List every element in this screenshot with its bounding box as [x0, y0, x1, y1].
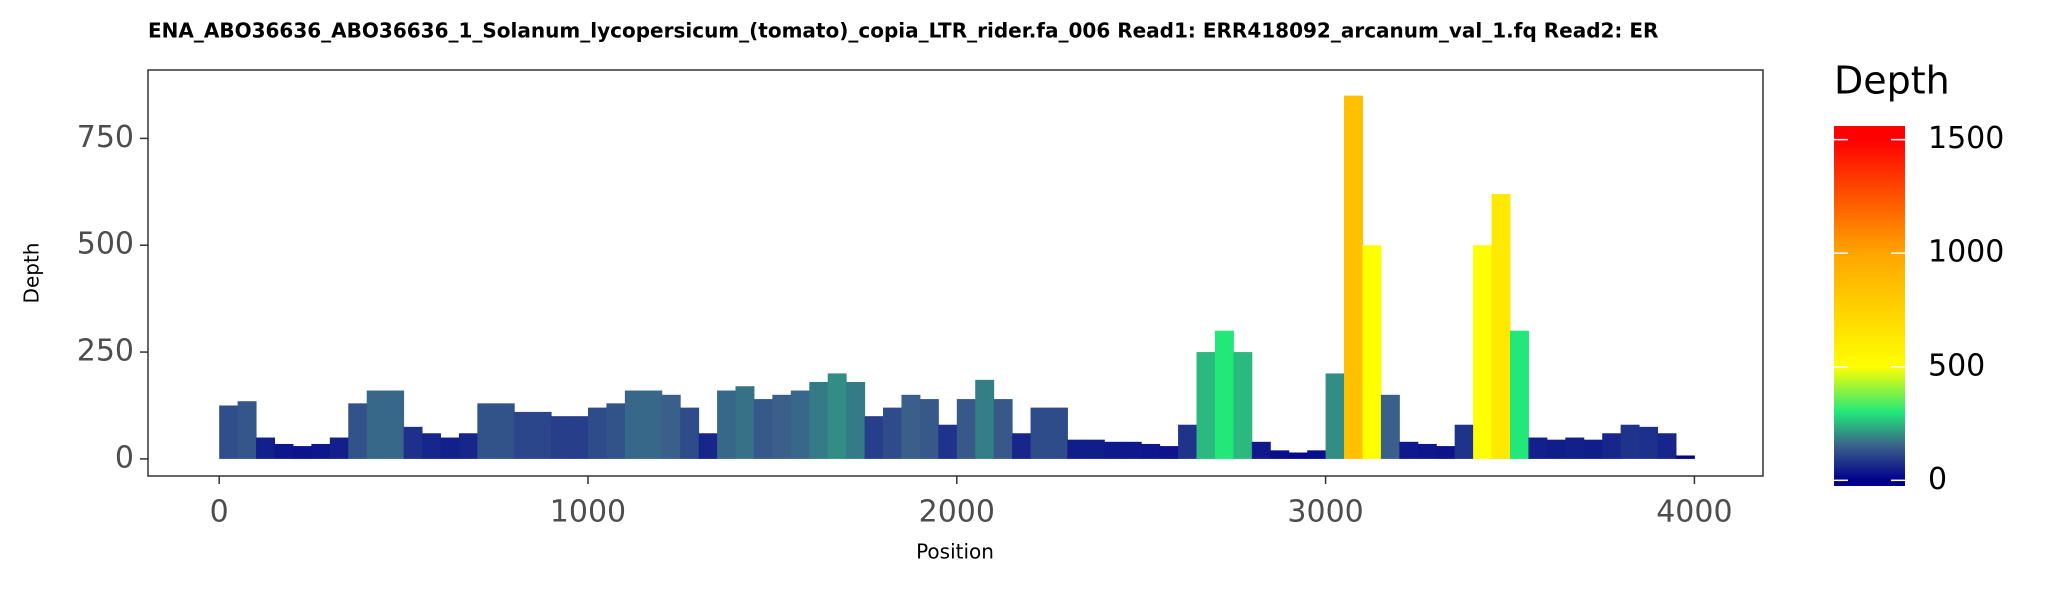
depth-bar — [1141, 443, 1161, 459]
depth-bar — [1233, 352, 1253, 459]
depth-bar — [1362, 245, 1382, 459]
depth-bar — [1012, 433, 1032, 459]
depth-bar — [587, 407, 607, 459]
depth-bar — [1546, 439, 1566, 459]
depth-bar — [1104, 441, 1124, 459]
depth-bar — [809, 381, 829, 459]
depth-bar — [993, 399, 1013, 459]
depth-bar — [956, 399, 976, 459]
depth-bar — [753, 399, 773, 459]
depth-bar — [975, 379, 995, 459]
depth-bar — [440, 437, 460, 459]
depth-bar — [274, 443, 294, 459]
depth-bar — [256, 437, 276, 459]
colorbar-tick-label: 1500 — [1928, 121, 2004, 156]
depth-bar — [1307, 450, 1327, 459]
depth-bar — [1196, 352, 1216, 459]
x-tick-label: 1000 — [550, 495, 626, 530]
depth-bar — [403, 426, 423, 459]
depth-bar — [1436, 446, 1456, 459]
depth-bar — [698, 433, 718, 459]
depth-bar — [735, 386, 755, 459]
depth-bar — [717, 390, 737, 459]
depth-bar — [1528, 437, 1548, 459]
depth-bar — [1048, 407, 1068, 459]
depth-bar — [385, 390, 405, 459]
depth-bar — [790, 390, 810, 459]
depth-bar — [772, 394, 792, 459]
depth-bar — [827, 373, 847, 459]
depth-bar — [1085, 439, 1105, 459]
y-tick-label: 250 — [77, 334, 134, 369]
depth-bar — [1602, 433, 1622, 459]
depth-bar — [1344, 95, 1363, 459]
depth-bar — [237, 401, 257, 459]
depth-bar — [1288, 452, 1308, 459]
depth-bar — [1159, 446, 1179, 459]
colorbar-tick-label: 0 — [1928, 462, 1947, 497]
colorbar-tick-label: 500 — [1928, 348, 1985, 383]
depth-bar — [643, 390, 663, 459]
depth-bar — [514, 411, 534, 459]
depth-bar — [1657, 433, 1677, 459]
depth-bar — [1583, 439, 1603, 459]
depth-bar — [1067, 439, 1087, 459]
colorbar — [1834, 126, 1905, 486]
depth-bar — [901, 394, 921, 459]
depth-bar — [495, 403, 515, 459]
y-tick-label: 0 — [115, 440, 134, 475]
y-tick-label: 500 — [77, 227, 134, 262]
depth-bar — [938, 424, 958, 459]
y-axis-title: Depth — [20, 243, 44, 304]
x-tick-label: 0 — [210, 495, 229, 530]
depth-bar — [1454, 424, 1474, 459]
depth-bar — [1270, 450, 1290, 459]
depth-bar — [1214, 330, 1234, 459]
x-tick-label: 2000 — [919, 495, 995, 530]
depth-bar — [846, 381, 866, 459]
depth-bar — [458, 433, 478, 459]
depth-bar — [292, 446, 312, 459]
depth-bar — [1491, 193, 1511, 459]
depth-bar — [422, 433, 441, 459]
depth-bar — [919, 399, 939, 459]
y-tick-label: 750 — [77, 120, 134, 155]
depth-bar — [1251, 441, 1271, 459]
depth-bar — [1399, 441, 1419, 459]
depth-bar — [219, 405, 239, 459]
depth-bar — [864, 416, 884, 459]
x-axis-title: Position — [916, 540, 994, 564]
depth-bar — [1178, 424, 1198, 459]
depth-bar — [1473, 245, 1493, 459]
depth-bar — [1417, 443, 1437, 459]
depth-bar — [624, 390, 644, 459]
depth-bar — [1565, 437, 1585, 459]
depth-bar — [348, 403, 368, 459]
depth-bar — [606, 403, 626, 459]
depth-bar — [1620, 424, 1640, 459]
depth-bar — [366, 390, 386, 459]
depth-bar — [311, 443, 331, 459]
depth-bar — [1509, 330, 1529, 459]
depth-bar — [1325, 373, 1345, 459]
legend-title: Depth — [1834, 59, 1950, 103]
depth-bar — [551, 416, 571, 459]
depth-bar — [661, 394, 681, 459]
depth-bar — [569, 416, 589, 459]
x-tick-label: 3000 — [1287, 495, 1363, 530]
depth-bar — [532, 411, 552, 459]
depth-bar — [883, 407, 902, 459]
chart-title: ENA_ABO36636_ABO36636_1_Solanum_lycopers… — [148, 19, 1658, 43]
depth-bar — [1030, 407, 1050, 459]
depth-bar — [680, 407, 700, 459]
colorbar-tick-label: 1000 — [1928, 235, 2004, 270]
depth-bar — [329, 437, 349, 459]
depth-bar — [1122, 441, 1142, 459]
depth-bar — [1639, 426, 1659, 459]
depth-bar — [1380, 394, 1400, 459]
depth-bar — [477, 403, 497, 459]
x-tick-label: 4000 — [1656, 495, 1732, 530]
depth-bar — [1675, 455, 1695, 459]
